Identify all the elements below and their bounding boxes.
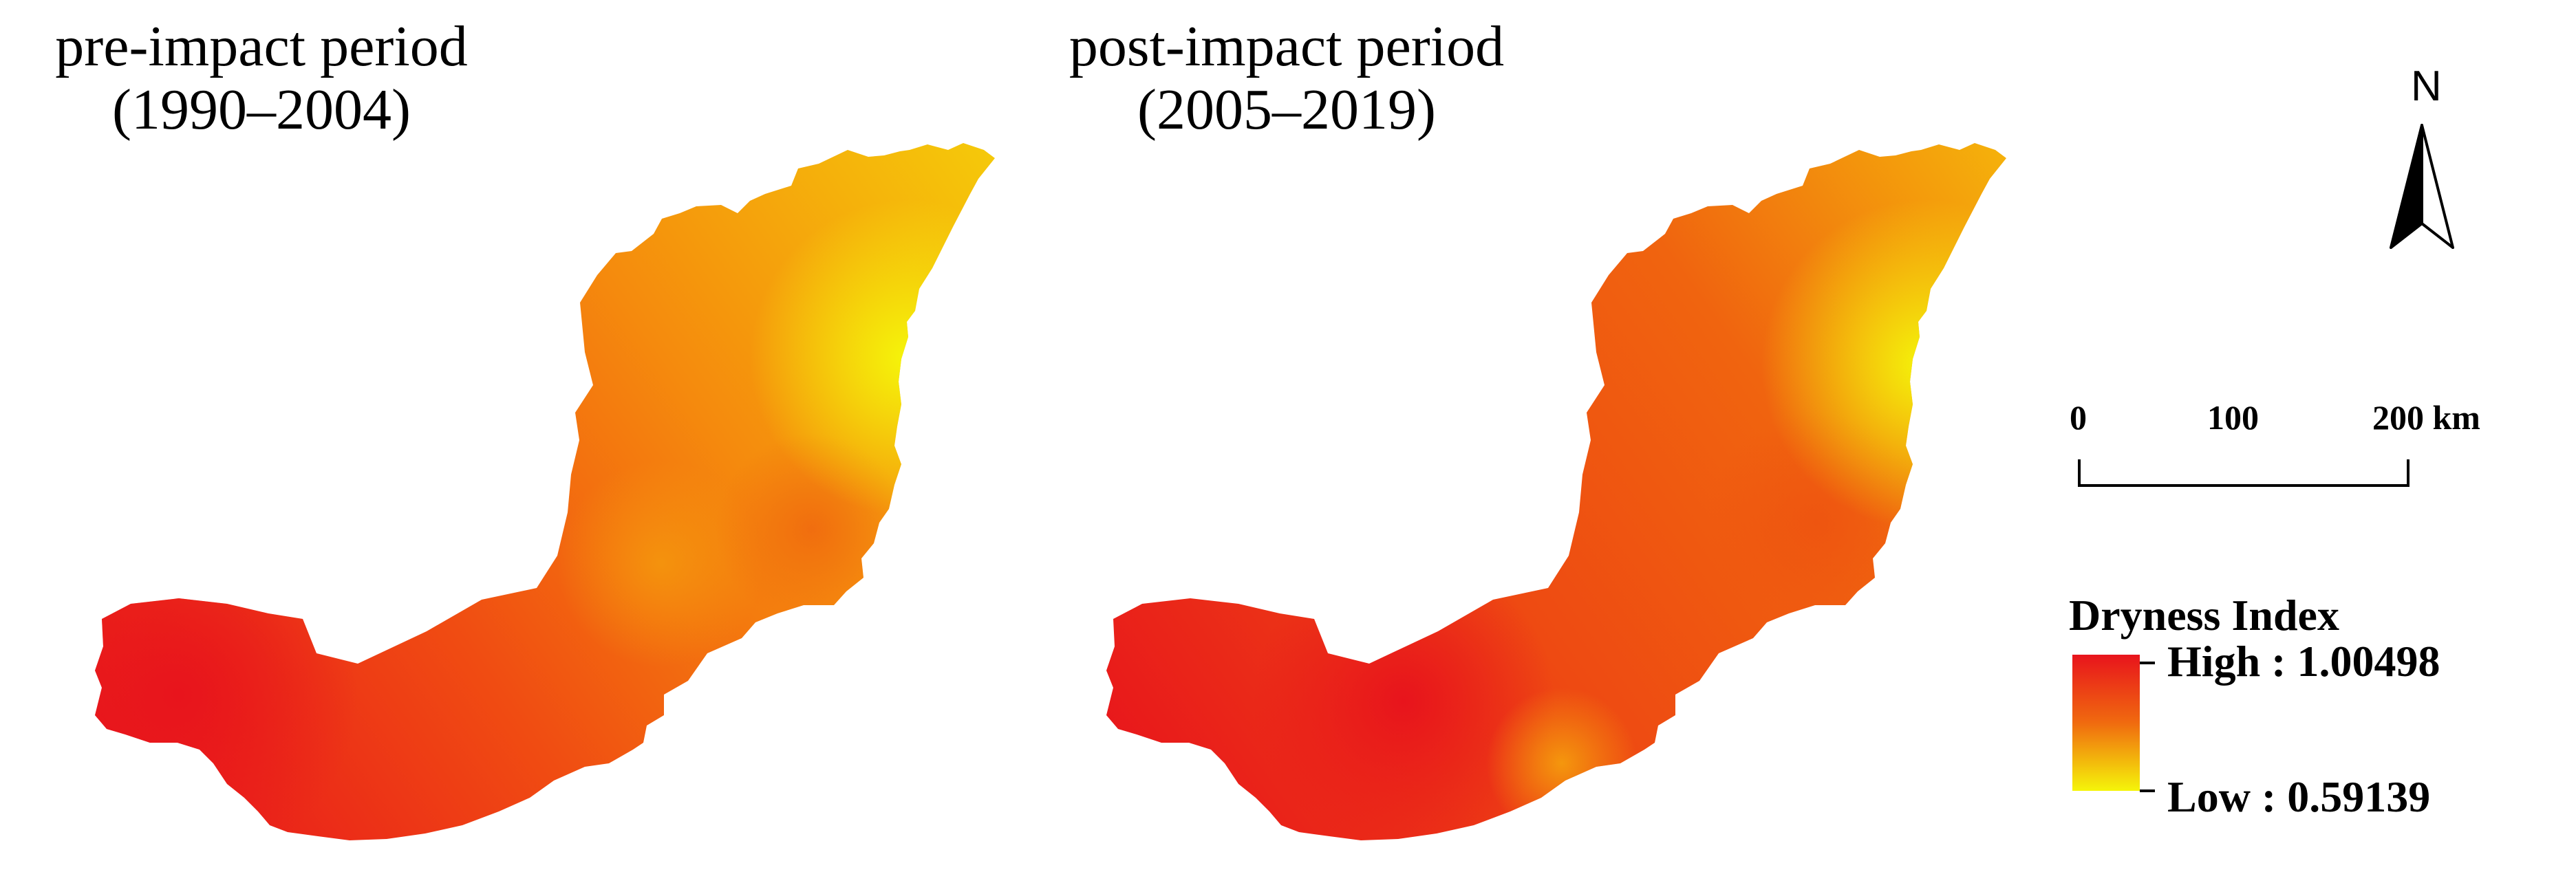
panel-title-line2: (1990–2004): [112, 78, 411, 142]
dryness-map-post-impact: [1106, 143, 2006, 840]
legend-ticks: [2140, 662, 2155, 792]
legend-low-label: Low : 0.59139: [2167, 772, 2431, 821]
dryness-map-pre-impact: [95, 143, 995, 840]
scale-label-0: 0: [2070, 398, 2087, 437]
legend-color-ramp: [2072, 655, 2140, 791]
legend-high-label: High : 1.00498: [2167, 637, 2440, 686]
north-arrow-icon: [2390, 124, 2454, 249]
legend-title: Dryness Index: [2069, 591, 2339, 640]
north-label: N: [2411, 63, 2442, 110]
panel-title-line1: post-impact period: [1069, 14, 1505, 78]
scale-bar: [2078, 459, 2409, 487]
panel-title-post-impact: post-impact period (2005–2019): [1025, 15, 1548, 142]
panel-title-line1: pre-impact period: [55, 14, 468, 78]
scale-label-100: 100: [2207, 398, 2259, 437]
scale-label-200: 200 km: [2372, 398, 2480, 437]
panel-title-line2: (2005–2019): [1137, 78, 1436, 142]
panel-title-pre-impact: pre-impact period (1990–2004): [0, 15, 523, 142]
